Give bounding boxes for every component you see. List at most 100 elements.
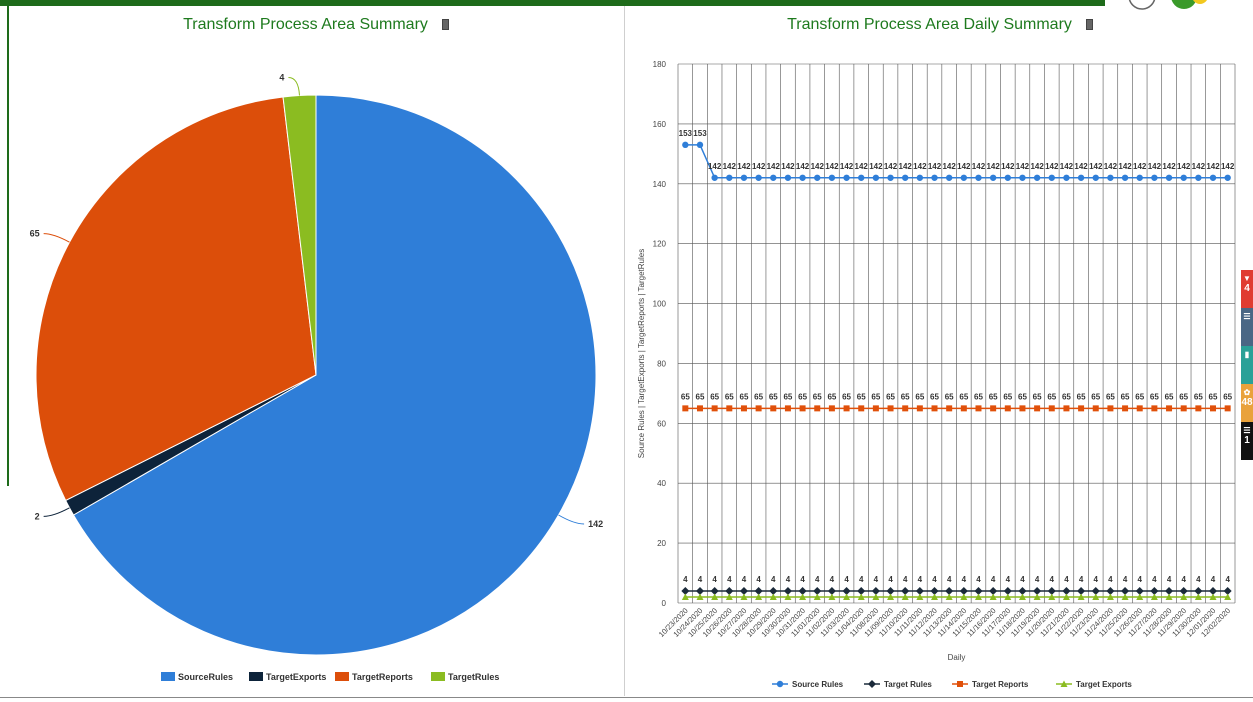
data-point (1062, 593, 1070, 601)
left-frame-line (7, 6, 9, 486)
data-label: 65 (901, 392, 910, 401)
data-label: 65 (989, 392, 998, 401)
data-point (1151, 405, 1158, 412)
data-point (887, 593, 895, 601)
data-label: 65 (1091, 392, 1100, 401)
data-label: 142 (840, 162, 854, 171)
data-point (1150, 587, 1159, 596)
data-label: 65 (1165, 392, 1174, 401)
data-label: 65 (1121, 392, 1130, 401)
data-point (725, 593, 733, 601)
data-point (1224, 593, 1232, 601)
data-label: 4 (727, 575, 732, 584)
data-point (711, 593, 719, 601)
data-point (799, 405, 806, 412)
data-label: 4 (1181, 575, 1186, 584)
data-point (814, 405, 821, 412)
data-point (1107, 405, 1114, 412)
data-point (1165, 593, 1173, 601)
side-tab-chevron-down-icon[interactable]: ▼ 4 (1241, 270, 1253, 308)
legend-item-sourcerules: SourceRules (161, 672, 233, 682)
data-point (1048, 405, 1055, 412)
line-chart-title-row: Transform Process Area Daily Summary (625, 16, 1253, 34)
data-label: 65 (783, 392, 792, 401)
data-point (1077, 174, 1085, 181)
data-label: 4 (1225, 575, 1230, 584)
data-point (842, 587, 851, 596)
data-point (1091, 587, 1100, 596)
data-label: 65 (1223, 392, 1232, 401)
data-point (901, 587, 910, 596)
y-tick-label: 100 (653, 300, 667, 309)
data-label: 65 (915, 392, 924, 401)
side-tab-list-icon[interactable]: ☰ 1 (1241, 422, 1253, 460)
side-tab-gear-icon[interactable]: ✿ 48 (1241, 384, 1253, 422)
side-tab-list-icon[interactable]: ☰ (1241, 308, 1253, 346)
data-point (1195, 174, 1202, 181)
legend-item-targetrules: TargetRules (431, 672, 499, 682)
data-label: 142 (1133, 162, 1147, 171)
data-label: 142 (1074, 162, 1088, 171)
side-tab-count: 48 (1241, 397, 1253, 408)
y-axis-label: Source Rules | TargetExports | TargetRep… (637, 249, 646, 458)
data-point (887, 405, 894, 412)
data-point (754, 587, 763, 596)
data-point (974, 593, 982, 601)
y-tick-label: 80 (657, 359, 666, 368)
data-label: 65 (769, 392, 778, 401)
legend-item-target-rules: Target Rules (864, 680, 932, 689)
data-label: 142 (986, 162, 1000, 171)
data-label: 142 (1177, 162, 1191, 171)
y-tick-label: 180 (653, 60, 667, 69)
data-point (1210, 405, 1217, 412)
y-tick-label: 60 (657, 419, 666, 428)
data-point (1195, 405, 1202, 412)
data-point (916, 405, 923, 412)
pie-connector (43, 507, 70, 517)
y-tick-label: 140 (653, 180, 667, 189)
data-point (755, 593, 763, 601)
data-point (989, 174, 997, 181)
data-point (1019, 174, 1026, 181)
data-label: 4 (991, 575, 996, 584)
data-point (755, 405, 762, 412)
data-label: 142 (1089, 162, 1103, 171)
data-point (901, 174, 909, 181)
data-point (1034, 405, 1041, 412)
data-label: 142 (942, 162, 956, 171)
legend-label: SourceRules (178, 672, 233, 682)
data-label: 142 (1118, 162, 1132, 171)
document-icon[interactable] (1085, 19, 1093, 30)
data-label: 65 (696, 392, 705, 401)
data-label: 4 (947, 575, 952, 584)
data-point (989, 587, 998, 596)
data-point (1223, 587, 1232, 596)
legend-label: Target Rules (884, 680, 932, 689)
data-label: 4 (1167, 575, 1172, 584)
data-label: 142 (825, 162, 839, 171)
legend-marker (868, 680, 876, 688)
legend-label: TargetReports (352, 672, 413, 682)
data-point (770, 405, 777, 412)
data-point (1063, 174, 1070, 181)
data-label: 142 (781, 162, 795, 171)
legend-label: Target Exports (1076, 680, 1132, 689)
data-point (858, 405, 865, 412)
data-point (828, 405, 835, 412)
data-label: 65 (1135, 392, 1144, 401)
data-point (931, 174, 938, 181)
document-icon[interactable] (441, 19, 449, 30)
legend-swatch (249, 672, 263, 681)
data-point (857, 587, 866, 596)
data-label: 142 (811, 162, 825, 171)
data-label: 142 (1104, 162, 1118, 171)
data-label: 4 (1079, 575, 1084, 584)
data-label: 4 (903, 575, 908, 584)
data-label: 65 (1047, 392, 1056, 401)
data-point (931, 593, 939, 601)
legend-item-target-exports: Target Exports (1056, 680, 1132, 689)
pie-chart: 142 2 65 4 SourceRules TargetExports TargetRep… (30, 73, 603, 682)
data-label: 4 (786, 575, 791, 584)
side-tab-book-icon[interactable]: ▮ (1241, 346, 1253, 384)
